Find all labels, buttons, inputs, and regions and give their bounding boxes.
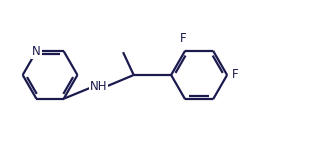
Text: F: F <box>232 69 238 81</box>
Text: NH: NH <box>90 80 108 93</box>
Text: N: N <box>32 45 41 58</box>
Text: F: F <box>180 32 187 45</box>
